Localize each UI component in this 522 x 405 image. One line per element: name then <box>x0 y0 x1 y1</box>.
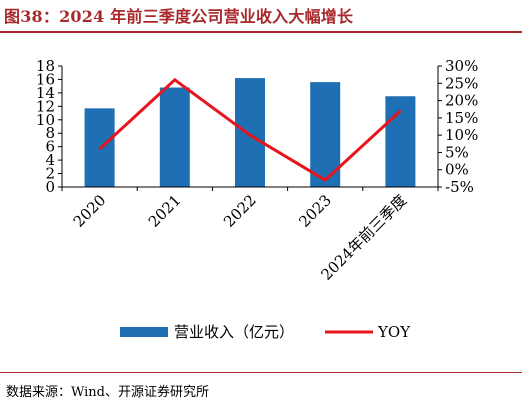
left-tick-label: 2 <box>45 165 55 183</box>
left-tick-label: 4 <box>45 151 55 169</box>
yoy-point <box>324 179 326 181</box>
left-tick-label: 0 <box>45 178 55 196</box>
bars-layer <box>84 78 416 187</box>
left-tick-label: 14 <box>36 84 55 102</box>
revenue-bar <box>385 96 416 187</box>
data-source: 数据来源：Wind、开源证券研究所 <box>6 385 209 400</box>
revenue-bar <box>159 87 190 187</box>
x-tick-label: 2020 <box>70 191 110 231</box>
legend-swatch-revenue <box>120 327 168 337</box>
legend: 营业收入（亿元） YOY <box>120 323 411 341</box>
title-divider <box>0 31 522 33</box>
x-tick-label: 2022 <box>220 191 260 231</box>
right-tick-label: 30% <box>445 57 478 75</box>
left-tick-label: 18 <box>36 57 55 75</box>
right-tick-label: 25% <box>445 74 478 92</box>
left-tick-label: 6 <box>45 138 55 156</box>
left-tick-label: 12 <box>36 97 55 115</box>
right-tick-label: 15% <box>445 109 478 127</box>
left-tick-label: 10 <box>36 111 55 129</box>
left-tick-label: 8 <box>45 124 55 142</box>
yoy-point <box>399 110 401 112</box>
footer-divider <box>0 372 522 373</box>
right-tick-label: 20% <box>445 92 478 110</box>
legend-label-yoy: YOY <box>377 323 411 341</box>
x-tick-label: 2023 <box>295 191 335 231</box>
yoy-point <box>174 79 176 81</box>
left-tick-label: 16 <box>36 70 55 88</box>
right-tick-label: 5% <box>445 143 469 161</box>
revenue-bar <box>235 78 265 187</box>
right-tick-label: 0% <box>445 161 469 179</box>
legend-label-revenue: 营业收入（亿元） <box>174 323 294 341</box>
yoy-line-layer <box>98 77 402 182</box>
right-tick-label: 10% <box>445 126 478 144</box>
yoy-point <box>249 134 251 136</box>
x-tick-label: 2021 <box>145 191 185 231</box>
figure-title: 图38：2024 年前三季度公司营业收入大幅增长 <box>4 7 354 26</box>
right-tick-label: -5% <box>445 178 474 196</box>
yoy-point <box>99 148 101 150</box>
